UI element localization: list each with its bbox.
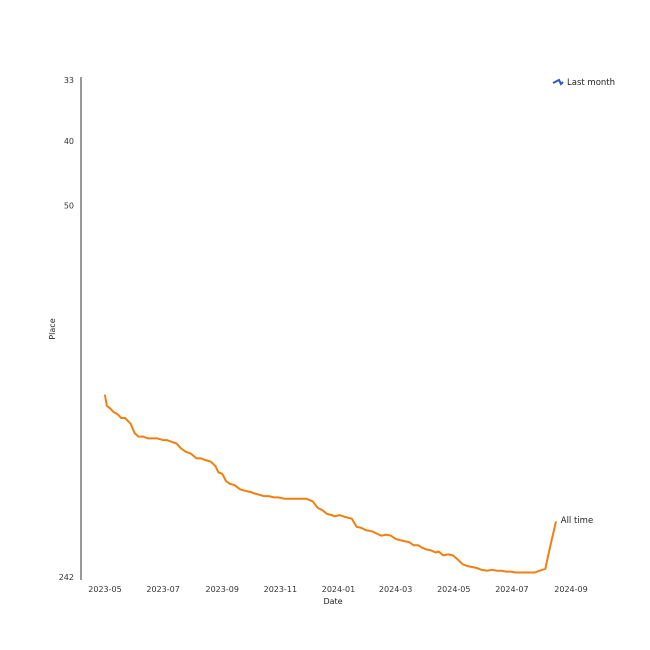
- y-tick-label: 33: [64, 76, 74, 85]
- y-axis-title: Place: [48, 318, 57, 339]
- x-axis-title: Date: [323, 597, 342, 606]
- x-tick-label: 2023-09: [205, 585, 238, 594]
- legend: Last month: [552, 78, 615, 88]
- tick-labels: 33 40 50 242 2023-05 2023-07 2023-09 2023-11 202…: [59, 76, 588, 594]
- x-tick-label: 2024-03: [379, 585, 412, 594]
- legend-line-icon: [552, 78, 564, 86]
- x-tick-label: 2023-05: [88, 585, 121, 594]
- x-tick-label: 2023-11: [264, 585, 297, 594]
- series-line: [104, 394, 557, 574]
- x-tick-label: 2023-07: [146, 585, 179, 594]
- y-tick-label: 242: [59, 573, 74, 582]
- x-tick-label: 2024-09: [554, 585, 587, 594]
- series-layer: All time: [104, 394, 593, 574]
- x-tick-label: 2024-05: [437, 585, 470, 594]
- x-tick-label: 2024-01: [322, 585, 355, 594]
- y-tick-label: 40: [64, 137, 74, 146]
- series-end-label: All time: [561, 516, 593, 526]
- y-tick-label: 50: [64, 201, 74, 210]
- legend-entry-label: Last month: [567, 78, 615, 88]
- x-tick-label: 2024-07: [495, 585, 528, 594]
